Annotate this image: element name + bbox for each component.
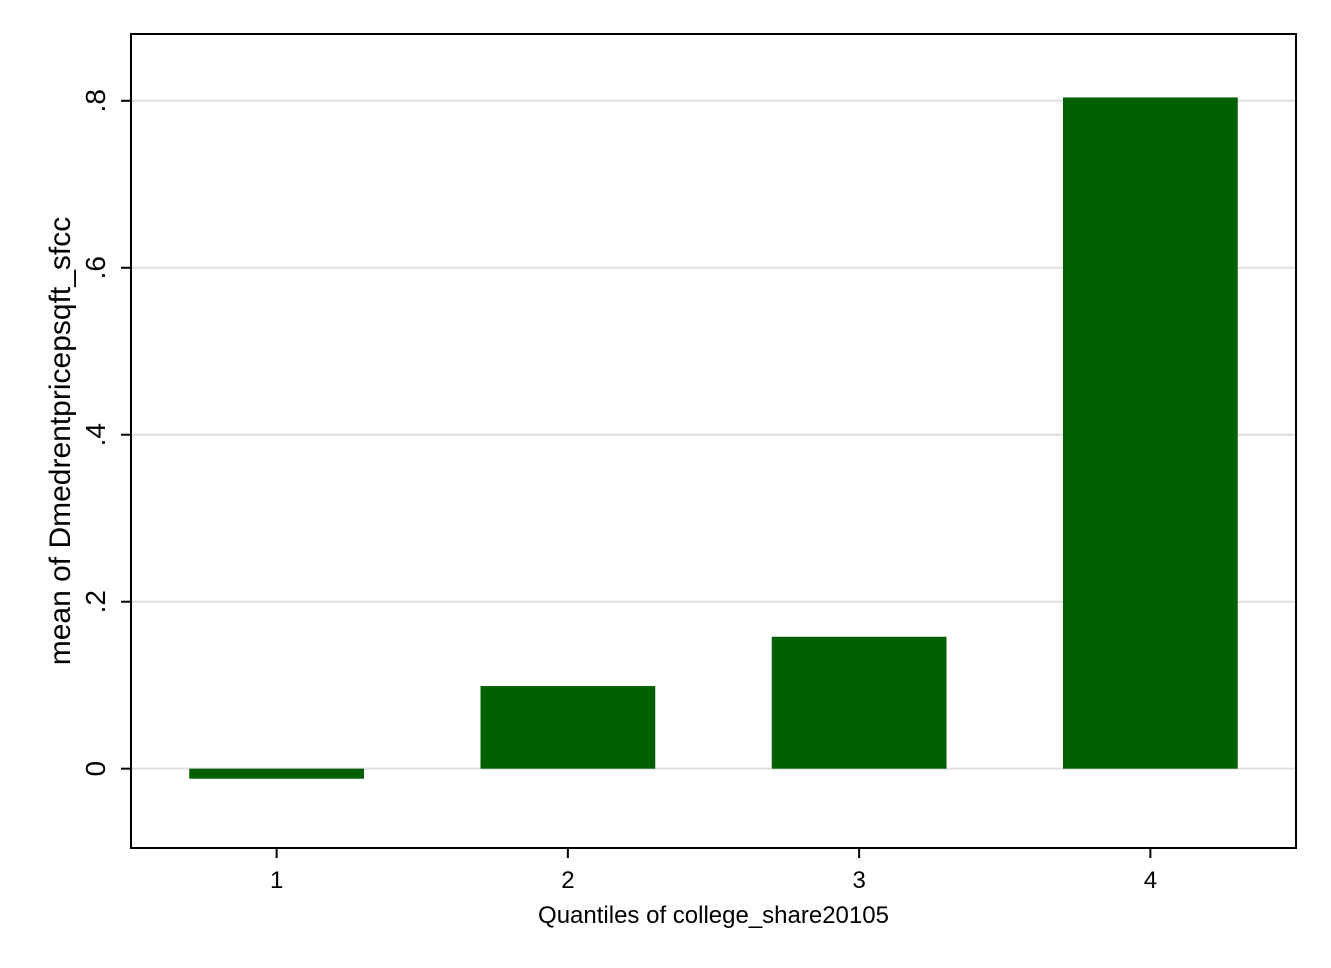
y-tick-label: 0 — [80, 761, 111, 777]
y-tick-label: .4 — [80, 423, 111, 446]
y-tick-label: .2 — [80, 590, 111, 613]
y-axis: 0 .2 .4 .6 .8 — [80, 89, 131, 776]
bar-4 — [1063, 97, 1238, 769]
y-tick-label: .8 — [80, 89, 111, 112]
plot-frame — [130, 33, 1297, 849]
y-axis-label: mean of Dmedrentpricepsqft_sfcc — [44, 217, 77, 666]
x-axis: 1 2 3 4 — [270, 848, 1157, 894]
bars — [189, 97, 1238, 779]
x-tick-label: 1 — [270, 867, 283, 894]
x-axis-label: Quantiles of college_share20105 — [538, 902, 889, 929]
bar-1 — [189, 768, 364, 779]
y-tick-label: .6 — [80, 256, 111, 279]
bar-2 — [480, 686, 656, 769]
bar-3 — [771, 636, 947, 769]
x-tick-label: 3 — [852, 867, 865, 894]
x-tick-label: 2 — [561, 867, 574, 894]
x-tick-label: 4 — [1144, 867, 1157, 894]
